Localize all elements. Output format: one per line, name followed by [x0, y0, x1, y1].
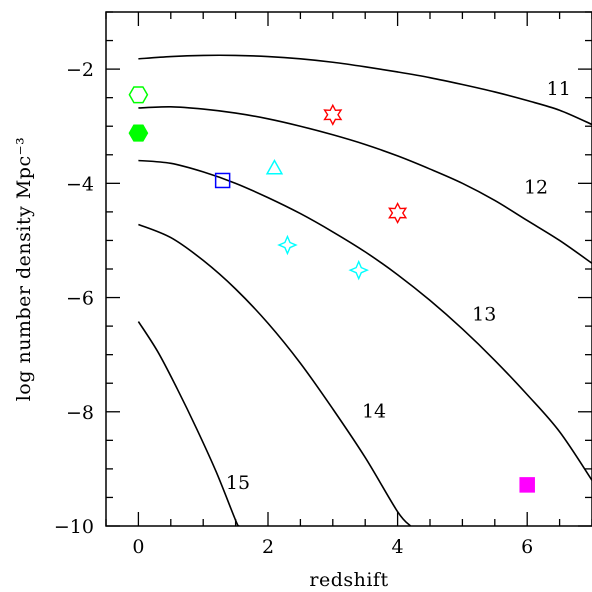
curve-15: [137, 321, 240, 526]
curve-group: [137, 54, 592, 526]
x-tick-label: 0: [132, 536, 144, 558]
marker-hexagon-filled: [128, 124, 149, 142]
curve-12: [138, 105, 592, 264]
y-tick-label: −8: [66, 402, 94, 424]
marker-star4-open: [277, 234, 298, 256]
curve-label-15: 15: [226, 472, 250, 494]
marker-square-filled: [519, 477, 535, 493]
x-axis-title: redshift: [309, 569, 388, 591]
curve-14: [138, 223, 412, 526]
curve-label-11: 11: [547, 78, 571, 100]
marker-hexagon-open: [128, 86, 149, 104]
curve-label-group: 11 12 13 14 15: [226, 78, 571, 494]
y-axis-title: log number density Mpc⁻³: [13, 137, 35, 402]
marker-star6-open: [388, 202, 408, 225]
tick-group: [105, 11, 592, 527]
marker-group: [128, 86, 535, 493]
y-tick-label: −2: [66, 59, 94, 81]
marker-square-open: [214, 172, 231, 189]
x-tick-label: 6: [521, 536, 533, 558]
curve-label-13: 13: [472, 303, 496, 325]
x-tick-label: 4: [392, 536, 404, 558]
y-tick-label: −10: [54, 516, 94, 538]
marker-star6-open: [323, 103, 343, 126]
curve-label-12: 12: [524, 177, 548, 199]
y-tick-label: −4: [66, 173, 94, 195]
tick-label-group: 0 2 4 6 −10 −8 −6 −4 −2: [54, 59, 533, 558]
marker-star4-open: [348, 259, 369, 281]
curve-11: [138, 54, 592, 126]
marker-triangle-open: [265, 159, 284, 175]
x-tick-label: 2: [262, 536, 274, 558]
y-tick-label: −6: [66, 288, 94, 310]
plot-frame: [105, 11, 592, 527]
curve-13: [138, 159, 592, 481]
curve-label-14: 14: [362, 400, 386, 422]
